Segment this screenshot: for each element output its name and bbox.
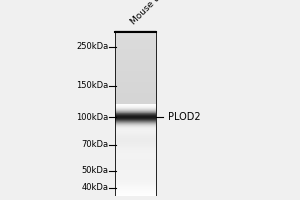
Text: PLOD2: PLOD2 bbox=[168, 112, 200, 122]
Text: 40kDa: 40kDa bbox=[82, 183, 109, 192]
Text: 70kDa: 70kDa bbox=[82, 140, 109, 149]
Text: 250kDa: 250kDa bbox=[76, 42, 109, 51]
Text: Mouse uterus: Mouse uterus bbox=[129, 0, 178, 26]
Text: 50kDa: 50kDa bbox=[82, 166, 109, 175]
Text: 150kDa: 150kDa bbox=[76, 81, 109, 90]
Text: 100kDa: 100kDa bbox=[76, 113, 109, 122]
